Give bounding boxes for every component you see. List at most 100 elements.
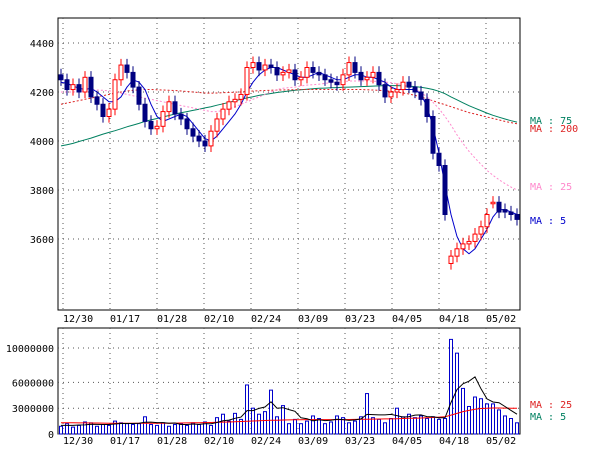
volume-x-tick-label: 04/18: [439, 436, 469, 447]
volume-bar: [455, 352, 459, 435]
volume-bar: [275, 416, 279, 435]
candle-body: [76, 84, 82, 93]
candle: [238, 88, 244, 106]
candle-body: [298, 76, 304, 81]
volume-bar: [359, 416, 363, 435]
volume-bar: [143, 416, 147, 435]
candle-body: [226, 101, 232, 110]
candle: [94, 90, 100, 111]
volume-bar: [413, 417, 417, 435]
candle: [100, 98, 106, 123]
volume-bar: [317, 418, 321, 435]
candle: [328, 73, 334, 89]
volume-bar: [401, 416, 405, 435]
volume-bar: [227, 420, 231, 435]
volume-y-tick-label: 10000000: [6, 344, 54, 355]
candle: [352, 56, 358, 79]
price-ma25-line: [61, 80, 518, 191]
candle-body: [460, 243, 466, 250]
volume-bar: [131, 424, 135, 435]
volume-bar: [233, 412, 237, 435]
candle: [340, 68, 346, 91]
candle-body: [448, 255, 454, 264]
candle-body: [484, 214, 490, 228]
volume-bars: [59, 338, 519, 435]
candle-body: [130, 71, 136, 88]
candle: [508, 205, 514, 221]
candle-body: [70, 84, 76, 91]
candle-body: [268, 64, 274, 69]
candle: [262, 58, 268, 77]
price-x-tick-label: 03/09: [298, 314, 328, 325]
volume-bar: [383, 422, 387, 435]
volume-bar: [83, 421, 87, 435]
candle-body: [118, 64, 124, 81]
candle-body: [250, 62, 256, 68]
price-moving-averages: [60, 67, 518, 255]
volume-x-tick-label: 05/02: [486, 436, 516, 447]
candle: [388, 85, 394, 104]
volume-bar: [149, 424, 153, 435]
volume-bar: [437, 418, 441, 435]
candle-body: [112, 79, 118, 110]
candle: [196, 129, 202, 148]
candle: [394, 83, 400, 99]
candle: [502, 203, 508, 219]
candle: [376, 66, 382, 91]
volume-bar: [365, 393, 369, 435]
candle-body: [394, 89, 400, 93]
candle: [160, 105, 166, 133]
candle: [286, 63, 292, 79]
volume-bar: [311, 415, 315, 435]
candle-body: [256, 62, 262, 71]
candle-body: [160, 111, 166, 127]
volume-y-axis: 10000000 6000000 3000000 0: [6, 344, 54, 441]
volume-bar: [65, 423, 69, 435]
volume-bar: [239, 418, 243, 435]
candle: [208, 125, 214, 153]
volume-bar: [203, 421, 207, 435]
volume-bar: [491, 403, 495, 435]
candle: [424, 93, 430, 123]
candle-body: [64, 79, 70, 91]
candle: [274, 61, 280, 81]
volume-legend-ma5-line: MA : 5: [530, 412, 566, 423]
volume-bar: [263, 411, 267, 435]
candle: [250, 56, 256, 74]
candle-body: [400, 81, 406, 91]
price-y-axis: 4400 4200 4000 3800 3600: [30, 39, 54, 246]
volume-legend-ma25-line: MA : 25: [530, 400, 572, 411]
volume-bar: [209, 424, 213, 435]
candle-body: [88, 76, 94, 98]
candle: [88, 71, 94, 104]
candle: [400, 76, 406, 96]
candle-body: [208, 130, 214, 147]
candle: [112, 73, 118, 116]
candle: [118, 58, 124, 86]
candle-body: [376, 71, 382, 86]
volume-bar: [371, 417, 375, 435]
candle-body: [454, 248, 460, 257]
price-y-tick-label: 4400: [30, 39, 54, 50]
candle-body: [412, 86, 418, 93]
candle: [214, 112, 220, 138]
candle-body: [496, 201, 502, 213]
candle: [454, 242, 460, 263]
candle: [232, 93, 238, 108]
candle-body: [418, 91, 424, 100]
price-x-tick-label: 02/10: [204, 314, 234, 325]
price-grid: [57, 17, 521, 311]
candle-body: [178, 113, 184, 120]
candle-body: [346, 62, 352, 76]
volume-bar: [329, 421, 333, 435]
candle-body: [220, 108, 226, 120]
volume-bar: [71, 426, 75, 435]
volume-x-tick-label: 01/17: [110, 436, 140, 447]
candle-body: [328, 79, 334, 83]
candle-body: [184, 118, 190, 130]
volume-bar: [389, 418, 393, 435]
candle: [184, 112, 190, 135]
candle: [220, 103, 226, 126]
